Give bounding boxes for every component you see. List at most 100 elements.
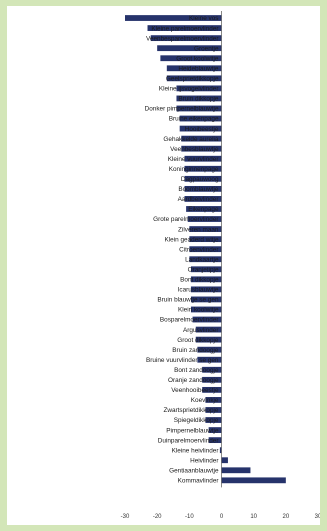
bar-32	[195, 326, 222, 333]
category-label-9: Bruin dikkopje	[178, 96, 219, 103]
category-label-19: Aardbeivlinder	[178, 196, 220, 203]
bar-1	[125, 15, 222, 21]
category-label-41: Spiegeldikkopje	[174, 417, 219, 424]
bar-35	[197, 356, 222, 363]
bar-25	[189, 256, 222, 263]
bar-41	[205, 417, 222, 423]
bar-17	[184, 175, 222, 182]
category-label-29: Bruin blauwtje se gen	[157, 297, 219, 304]
bar-12	[179, 125, 222, 132]
category-label-44: Kleine heivlinder	[172, 447, 220, 454]
category-label-24: Citroenvlinder	[179, 246, 219, 253]
category-label-46: Gentiaanblauwtje	[169, 467, 219, 474]
bar-14	[181, 145, 222, 152]
bar-7	[166, 75, 222, 82]
bar-chart: Kleine vos Kleine parelmoervlinder Veenbes…	[121, 11, 320, 520]
x-tick-label-4: 0	[220, 514, 224, 520]
category-label-11: Bruine eikenpage	[169, 116, 219, 123]
category-label-17: Dagpauwoog	[181, 176, 219, 183]
x-tick-label-3: -10	[185, 514, 194, 520]
bar-2	[147, 25, 222, 31]
bar-18	[184, 185, 222, 192]
x-tick-label-1: -30	[121, 514, 130, 520]
bar-3	[150, 35, 222, 42]
category-label-13: Gehakkelde aurelia	[163, 136, 219, 143]
category-label-45: Heivlinder	[190, 457, 219, 464]
category-label-10: Donker pimpernelblauwtje	[145, 106, 219, 113]
category-label-7: Geelsprietdikkopje	[166, 76, 219, 83]
category-label-8: Kleine ijsvogelvlinder	[159, 86, 220, 93]
x-tick-label-6: 20	[282, 514, 289, 520]
bar-34	[197, 346, 222, 353]
bar-47	[221, 477, 286, 484]
category-label-5: Groot koolwitje	[176, 55, 219, 62]
bar-13	[181, 135, 222, 142]
bar-23	[189, 236, 222, 243]
bar-30	[190, 306, 222, 313]
category-label-36: Bont zandoogje	[174, 367, 219, 374]
category-label-38: Veenhooibeestje	[171, 387, 219, 394]
bar-43	[208, 437, 222, 444]
category-label-47: Kommavlinder	[178, 478, 220, 485]
bar-6	[166, 65, 222, 72]
bar-36	[202, 366, 222, 373]
category-label-33: Groot dikkopje	[177, 337, 219, 344]
category-label-25: Landkaartje	[185, 256, 219, 263]
category-label-35: Bruine vuurvlinder se gen	[146, 357, 219, 364]
category-label-3: Veenbesparelmoervlinder	[146, 35, 219, 42]
bar-20	[186, 206, 222, 212]
category-label-15: Kleine vuurvlinder	[168, 156, 220, 163]
bar-37	[202, 376, 222, 383]
category-label-20: Eikenpage	[188, 206, 219, 213]
bar-22	[189, 226, 222, 232]
bar-9	[176, 95, 222, 102]
bar-38	[202, 386, 222, 393]
category-label-40: Zwartsprietdikkopje	[163, 407, 218, 414]
bar-11	[179, 115, 222, 122]
category-label-22: Zilveren maan	[178, 226, 219, 233]
bar-29	[190, 296, 222, 303]
x-tick-label-7: 30	[315, 514, 320, 520]
bar-40	[205, 407, 222, 413]
category-label-6: Heideblauwtje	[178, 65, 219, 72]
category-label-14: Veenbesblauwtje	[170, 146, 219, 153]
x-tick-label-5: 10	[250, 514, 257, 520]
bar-19	[184, 196, 222, 202]
bar-28	[190, 286, 222, 293]
category-label-28: Icarusblauwtje	[178, 287, 219, 294]
category-label-34: Bruin zandoogje	[172, 347, 219, 354]
category-label-39: Koevinkje	[191, 397, 219, 404]
bar-46	[221, 467, 251, 474]
bar-33	[195, 336, 222, 343]
category-label-42: Pimpernelblauwtje	[166, 427, 219, 434]
bar-8	[176, 85, 222, 92]
bar-10	[176, 105, 222, 112]
category-label-37: Oranje zandoogje	[168, 377, 219, 384]
bar-15	[184, 155, 222, 162]
category-label-26: Oranjetipje	[188, 266, 219, 273]
category-label-4: Groentje	[194, 45, 219, 52]
plot-panel: Kleine vos Kleine parelmoervlinder Veenbes…	[7, 6, 320, 525]
category-label-2: Kleine parelmoervlinder	[151, 25, 219, 32]
category-label-16: Koninginnenpage	[169, 166, 219, 173]
category-label-43: Duinparelmoervlinder	[158, 437, 220, 444]
bar-16	[184, 165, 222, 172]
category-label-18: Boomblauwtje	[178, 186, 219, 193]
category-label-12: Hooibeestje	[185, 126, 219, 133]
category-label-30: Klein koolwitje	[178, 307, 219, 314]
category-label-31: Bosparelmoervlinder	[160, 317, 219, 324]
bar-24	[189, 246, 222, 253]
bar-26	[190, 266, 222, 273]
bar-44	[219, 447, 222, 454]
bar-31	[192, 316, 222, 323]
bar-4	[157, 45, 222, 52]
bar-42	[208, 427, 222, 433]
bar-39	[205, 397, 222, 403]
category-label-21: Grote parelmoervlinder	[153, 216, 219, 223]
bar-27	[190, 276, 222, 283]
bar-5	[160, 55, 222, 62]
category-label-23: Klein geaderd witje	[165, 236, 219, 243]
bar-21	[187, 216, 222, 222]
x-tick-label-2: -20	[153, 514, 162, 520]
